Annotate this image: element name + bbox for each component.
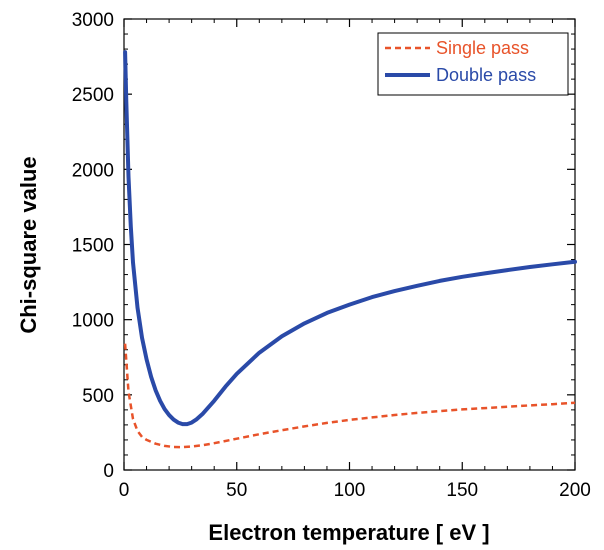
x-tick-labels: 0 50 100 150 200 — [119, 480, 591, 501]
legend-label-double-pass: Double pass — [436, 65, 536, 85]
y-tick-label: 1000 — [72, 311, 114, 332]
legend-label-single-pass: Single pass — [436, 38, 529, 58]
y-axis-title: Chi-square value — [16, 156, 41, 333]
y-tick-label: 1500 — [72, 236, 114, 257]
y-tick-label: 2500 — [72, 85, 114, 106]
x-tick-label: 150 — [446, 480, 478, 501]
x-tick-label: 0 — [119, 480, 130, 501]
x-tick-label: 100 — [334, 480, 366, 501]
y-tick-label: 0 — [103, 461, 114, 482]
x-axis-title: Electron temperature [ eV ] — [208, 520, 489, 545]
legend: Single pass Double pass — [378, 33, 568, 95]
y-tick-label: 3000 — [72, 10, 114, 31]
y-tick-label: 2000 — [72, 160, 114, 181]
x-tick-label: 200 — [559, 480, 591, 501]
y-tick-label: 500 — [82, 386, 114, 407]
y-tick-labels: 0 500 1000 1500 2000 2500 3000 — [72, 10, 114, 482]
x-tick-label: 50 — [226, 480, 247, 501]
